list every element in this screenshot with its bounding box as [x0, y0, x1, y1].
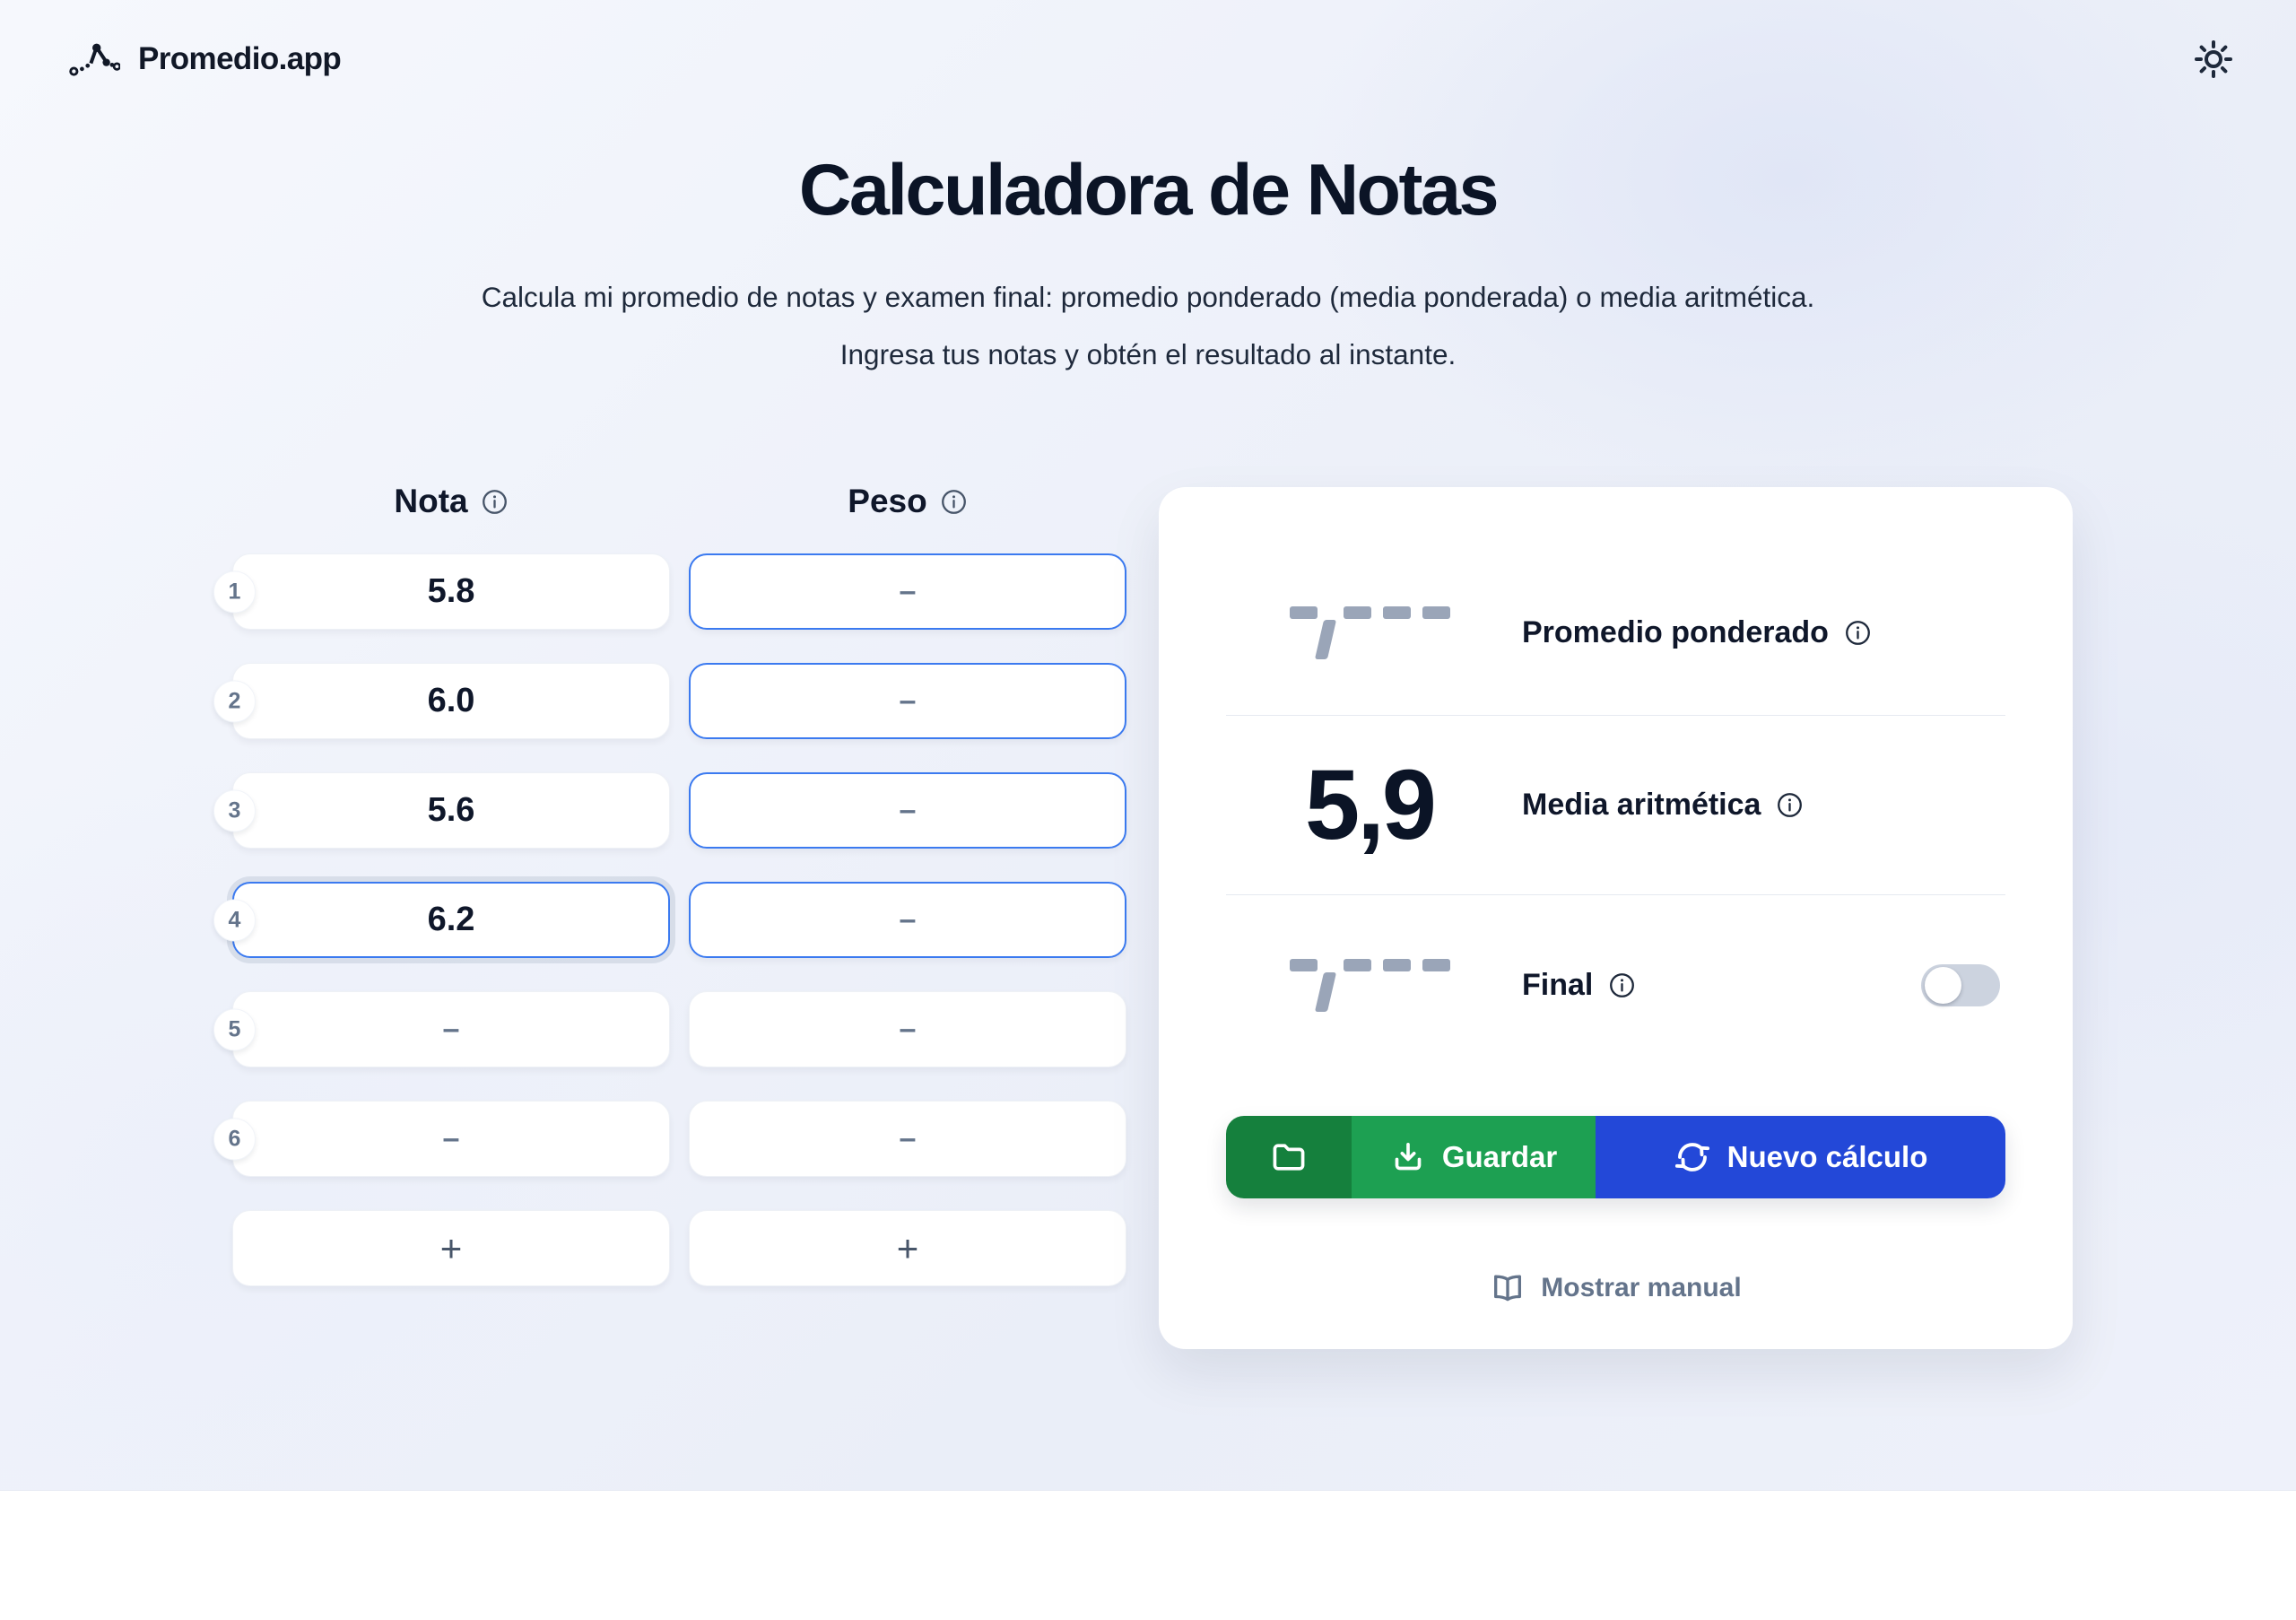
weighted-average-row: Promedio ponderado	[1226, 550, 2005, 716]
row-number-badge: 6	[213, 1118, 256, 1160]
sun-icon	[2195, 40, 2232, 78]
final-exam-row: Final	[1226, 895, 2005, 1075]
nota-input-1[interactable]: 5.8	[232, 553, 670, 630]
peso-column: Peso – – – – – – +	[689, 476, 1126, 1286]
results-card: Promedio ponderado 5,9 Media aritmética	[1159, 487, 2073, 1349]
new-calculation-button[interactable]: Nuevo cálculo	[1596, 1116, 2005, 1198]
hero: Calculadora de Notas Calcula mi promedio…	[0, 149, 2296, 383]
weighted-average-label-group: Promedio ponderado	[1522, 615, 1872, 650]
value-placeholder-dashes	[1289, 605, 1450, 659]
row-number-badge: 4	[213, 899, 256, 941]
grades-grid: Nota 1 5.8 2 6.0 3 5.6 4 6.2	[213, 476, 1126, 1286]
final-exam-label: Final	[1522, 967, 1594, 1002]
nota-input-5[interactable]: –	[232, 991, 670, 1067]
new-calculation-label: Nuevo cálculo	[1726, 1140, 1928, 1173]
peso-input-4[interactable]: –	[689, 882, 1126, 958]
info-circle-icon[interactable]	[1608, 971, 1636, 999]
peso-row-6: –	[689, 1101, 1126, 1177]
info-circle-icon[interactable]	[481, 488, 509, 516]
nota-header-label: Nota	[394, 483, 468, 519]
line-chart-icon	[69, 43, 120, 76]
arithmetic-mean-value: 5,9	[1305, 750, 1437, 860]
final-exam-value	[1226, 958, 1513, 1012]
arithmetic-mean-row: 5,9 Media aritmética	[1226, 716, 2005, 895]
peso-row-4: –	[689, 882, 1126, 958]
show-manual-label: Mostrar manual	[1541, 1273, 1742, 1302]
nota-input-6[interactable]: –	[232, 1101, 670, 1177]
add-peso-row-button[interactable]: +	[689, 1210, 1126, 1286]
nota-column: Nota 1 5.8 2 6.0 3 5.6 4 6.2	[213, 476, 670, 1286]
add-nota-row-button[interactable]: +	[232, 1210, 670, 1286]
theme-toggle-button[interactable]	[2192, 38, 2235, 81]
peso-input-2[interactable]: –	[689, 663, 1126, 739]
row-number-badge: 5	[213, 1008, 256, 1050]
peso-input-1[interactable]: –	[689, 553, 1126, 630]
nota-input-2[interactable]: 6.0	[232, 663, 670, 739]
page-title: Calculadora de Notas	[798, 150, 1500, 231]
app-name: Promedio.app	[138, 41, 342, 76]
peso-column-header: Peso	[689, 476, 1126, 527]
toggle-knob	[1925, 966, 1961, 1004]
weighted-average-label: Promedio ponderado	[1522, 614, 1829, 649]
arithmetic-mean-label-group: Media aritmética	[1522, 788, 1804, 823]
weighted-average-value	[1226, 605, 1513, 659]
info-circle-icon[interactable]	[940, 488, 968, 516]
nota-row-5: 5 –	[213, 991, 670, 1067]
refresh-icon	[1674, 1143, 1709, 1171]
nota-input-4[interactable]: 6.2	[232, 882, 670, 958]
peso-input-5[interactable]: –	[689, 991, 1126, 1067]
open-saved-button[interactable]	[1226, 1116, 1352, 1198]
action-buttons: Guardar Nuevo cálculo	[1226, 1116, 2005, 1198]
final-exam-toggle[interactable]	[1921, 963, 2000, 1006]
topbar: Promedio.app	[68, 38, 2235, 81]
peso-row-1: –	[689, 553, 1126, 630]
nota-row-4: 4 6.2	[213, 882, 670, 958]
save-button-label: Guardar	[1441, 1140, 1558, 1173]
info-circle-icon[interactable]	[1776, 791, 1804, 819]
row-number-badge: 3	[213, 789, 256, 832]
save-download-icon	[1395, 1143, 1422, 1171]
info-circle-icon[interactable]	[1844, 619, 1872, 647]
page-subtitle: Calcula mi promedio de notas y examen fi…	[481, 281, 1815, 370]
nota-row-6: 6 –	[213, 1101, 670, 1177]
peso-input-3[interactable]: –	[689, 772, 1126, 849]
nota-input-3[interactable]: 5.6	[232, 772, 670, 849]
row-number-badge: 1	[213, 570, 256, 613]
row-number-badge: 2	[213, 680, 256, 722]
folder-icon	[1273, 1144, 1305, 1171]
peso-row-3: –	[689, 772, 1126, 849]
peso-row-5: –	[689, 991, 1126, 1067]
open-book-icon	[1494, 1275, 1522, 1302]
peso-header-label: Peso	[848, 483, 927, 519]
nota-row-1: 1 5.8	[213, 553, 670, 630]
arithmetic-mean-label: Media aritmética	[1522, 788, 1761, 822]
peso-input-6[interactable]: –	[689, 1101, 1126, 1177]
show-manual-link[interactable]: Mostrar manual	[1226, 1270, 2005, 1306]
nota-row-2: 2 6.0	[213, 663, 670, 739]
final-exam-label-group: Final	[1522, 968, 1636, 1003]
nota-column-header: Nota	[232, 476, 670, 527]
nota-row-3: 3 5.6	[213, 772, 670, 849]
app-logo: Promedio.app	[68, 38, 342, 81]
peso-row-2: –	[689, 663, 1126, 739]
save-button[interactable]: Guardar	[1352, 1116, 1596, 1198]
value-placeholder-dashes	[1289, 958, 1450, 1012]
